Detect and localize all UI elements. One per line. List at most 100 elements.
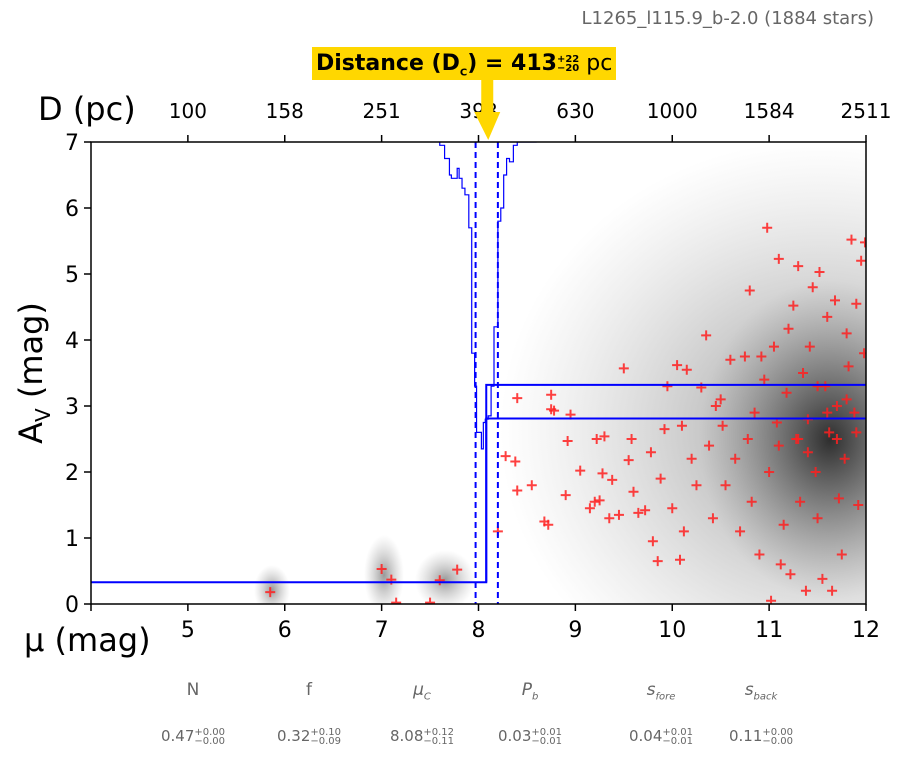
star-marker bbox=[807, 282, 818, 293]
star-marker bbox=[376, 564, 387, 575]
star-marker bbox=[773, 440, 784, 451]
x-tick-label: 12 bbox=[852, 618, 880, 643]
star-marker bbox=[783, 323, 794, 334]
star-marker bbox=[691, 480, 702, 491]
y-tick-label: 2 bbox=[65, 461, 79, 486]
star-marker bbox=[778, 519, 789, 530]
top-tick-label: 158 bbox=[266, 99, 304, 123]
param-value: 0.32+0.10 −0.09 bbox=[276, 726, 342, 747]
star-marker bbox=[562, 435, 573, 446]
distance-arrow-icon bbox=[474, 80, 501, 140]
star-marker bbox=[836, 549, 847, 560]
star-marker bbox=[843, 361, 854, 372]
star-marker bbox=[793, 261, 804, 272]
star-marker bbox=[856, 255, 866, 266]
star-marker bbox=[512, 485, 523, 496]
param-name: f bbox=[306, 680, 312, 700]
star-marker bbox=[434, 575, 445, 586]
star-marker bbox=[667, 503, 678, 514]
x-tick-label: 5 bbox=[181, 618, 195, 643]
star-marker bbox=[851, 298, 862, 309]
param-name: N bbox=[186, 680, 200, 700]
param-name: sfore bbox=[646, 680, 676, 703]
star-marker bbox=[859, 348, 866, 359]
star-marker bbox=[707, 513, 718, 524]
star-marker bbox=[623, 455, 634, 466]
star-marker bbox=[768, 341, 779, 352]
star-marker bbox=[613, 509, 624, 520]
star-marker bbox=[659, 424, 670, 435]
star-marker bbox=[597, 468, 608, 479]
star-marker bbox=[781, 387, 792, 398]
star-marker bbox=[589, 496, 600, 507]
star-marker bbox=[824, 427, 835, 438]
posterior-histogram bbox=[439, 142, 537, 450]
x-tick-label: 9 bbox=[568, 618, 582, 643]
star-marker bbox=[788, 300, 799, 311]
star-marker bbox=[607, 474, 618, 485]
star-marker bbox=[512, 393, 523, 404]
star-marker bbox=[662, 381, 673, 392]
star-marker bbox=[822, 407, 833, 418]
star-marker bbox=[715, 394, 726, 405]
star-marker bbox=[795, 496, 806, 507]
top-tick-label: 630 bbox=[556, 99, 594, 123]
distance-banner: Distance (DC) = 413+22 −20 pc bbox=[312, 47, 617, 80]
param-value: 0.47+0.00 −0.00 bbox=[160, 726, 226, 747]
star-marker bbox=[546, 389, 557, 400]
star-marker bbox=[560, 490, 571, 501]
y-tick-label: 4 bbox=[65, 329, 79, 354]
star-marker bbox=[749, 407, 760, 418]
star-marker bbox=[841, 394, 852, 405]
star-marker bbox=[730, 453, 741, 464]
star-marker bbox=[543, 519, 554, 530]
star-marker bbox=[594, 495, 605, 506]
star-marker bbox=[626, 434, 637, 444]
x-tick-label: 8 bbox=[472, 618, 486, 643]
star-marker bbox=[775, 559, 786, 570]
star-marker bbox=[647, 536, 658, 547]
star-marker bbox=[827, 585, 838, 596]
param-value: 0.04+0.01 −0.01 bbox=[628, 726, 694, 747]
star-marker bbox=[452, 564, 463, 575]
top-tick-label: 100 bbox=[169, 99, 207, 123]
star-marker bbox=[839, 453, 850, 464]
star-marker bbox=[618, 363, 629, 374]
star-marker bbox=[860, 237, 866, 248]
star-marker bbox=[604, 513, 615, 524]
star-marker bbox=[686, 453, 697, 464]
y-tick-label: 7 bbox=[65, 131, 79, 156]
star-marker bbox=[720, 480, 731, 491]
star-marker bbox=[830, 295, 840, 306]
y-tick-label: 3 bbox=[65, 395, 79, 420]
star-marker bbox=[762, 222, 773, 233]
param-name: μC bbox=[413, 680, 431, 703]
star-marker bbox=[793, 434, 804, 444]
star-marker bbox=[265, 587, 276, 598]
star-marker bbox=[510, 456, 521, 467]
star-marker bbox=[633, 507, 644, 518]
star-marker bbox=[717, 420, 728, 431]
star-marker bbox=[814, 267, 825, 278]
x-tick-label: 11 bbox=[755, 618, 783, 643]
y-axis-label: AV (mag) bbox=[12, 302, 55, 444]
figure-title: L1265_l115.9_b-2.0 (1884 stars) bbox=[581, 8, 874, 29]
star-marker bbox=[704, 440, 715, 451]
star-marker bbox=[849, 407, 860, 418]
star-marker bbox=[526, 480, 537, 491]
density-background bbox=[254, 142, 866, 604]
star-marker bbox=[599, 431, 610, 442]
star-marker bbox=[822, 311, 833, 322]
star-marker bbox=[831, 434, 842, 444]
top-axis-label: D (pc) bbox=[38, 90, 136, 128]
star-marker bbox=[800, 585, 811, 596]
star-marker bbox=[812, 513, 823, 524]
star-marker bbox=[672, 360, 683, 371]
star-marker bbox=[645, 447, 656, 458]
star-marker bbox=[678, 526, 689, 537]
star-marker bbox=[725, 354, 736, 365]
star-marker bbox=[391, 597, 402, 604]
x-tick-label: 6 bbox=[278, 618, 292, 643]
top-tick-label: 1000 bbox=[647, 99, 698, 123]
